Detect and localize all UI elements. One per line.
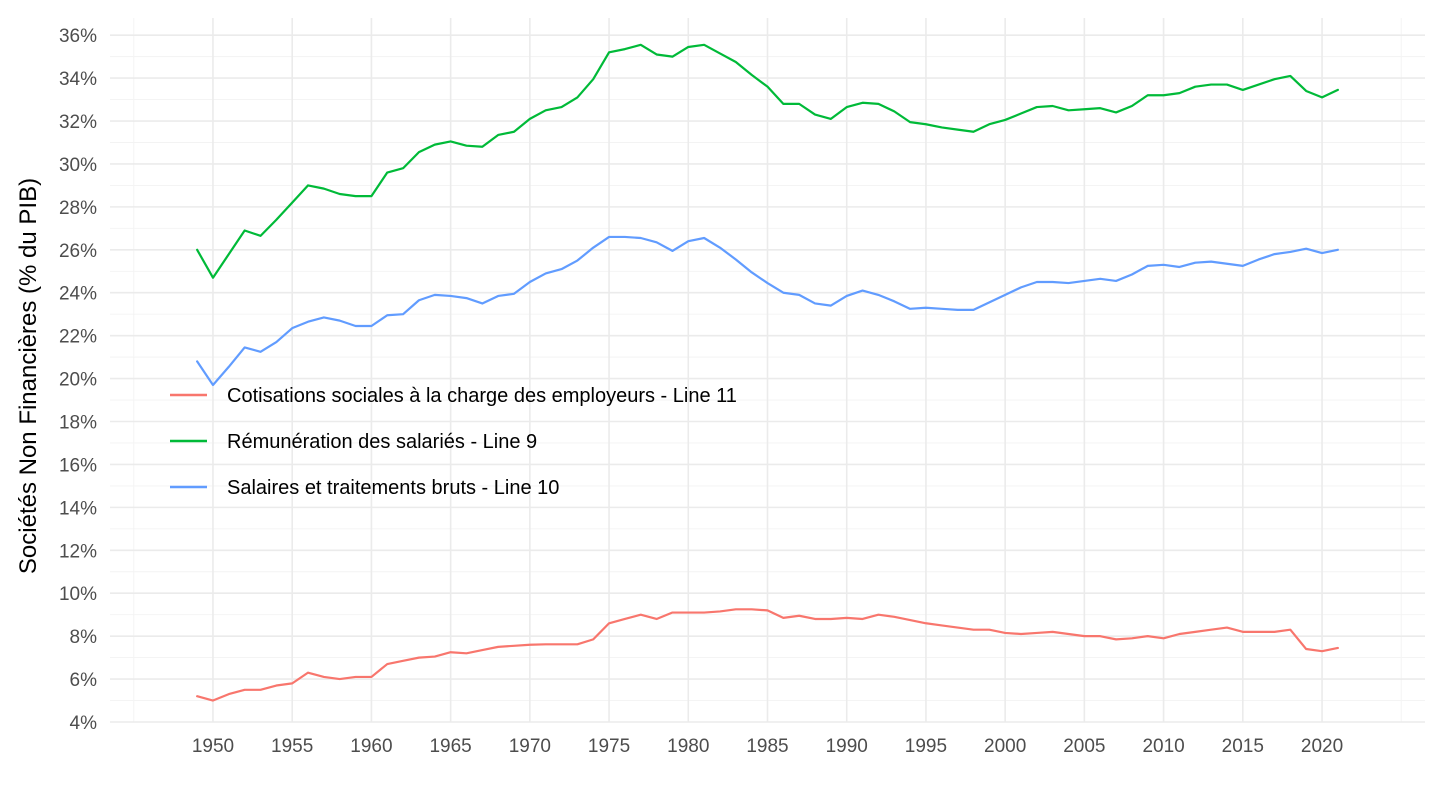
legend-label-3: Salaires et traitements bruts - Line 10 [227, 477, 559, 499]
y-tick-label: 6% [70, 670, 98, 691]
x-tick-label: 2005 [1063, 736, 1105, 757]
x-axis-tick-labels: 1950 1955 1960 1965 1970 1975 1980 1985 1990 1995… [192, 736, 1343, 757]
legend-label-1: Cotisations sociales à la charge des emp… [227, 385, 737, 407]
x-tick-label: 2020 [1301, 736, 1343, 757]
y-tick-label: 32% [59, 112, 97, 133]
series-line-3 [196, 235, 1339, 387]
y-tick-label: 18% [59, 413, 97, 434]
x-tick-label: 1965 [429, 736, 471, 757]
y-tick-label: 16% [59, 455, 97, 476]
x-tick-label: 1970 [509, 736, 551, 757]
y-tick-label: 14% [59, 498, 97, 519]
y-tick-label: 36% [59, 26, 97, 47]
series-line-2 [196, 43, 1339, 279]
y-tick-label: 10% [59, 584, 97, 605]
x-tick-label: 1950 [192, 736, 234, 757]
y-tick-label: 20% [59, 370, 97, 391]
major-gridlines [110, 18, 1425, 723]
x-tick-label: 1960 [350, 736, 392, 757]
y-axis-tick-labels: 4% 6% 8% 10% 12% 14% 16% 18% 20% 22% 24% 26% 28% 30% 3… [59, 26, 97, 734]
x-tick-label: 1995 [905, 736, 947, 757]
x-tick-label: 1955 [271, 736, 313, 757]
x-tick-label: 2000 [984, 736, 1026, 757]
y-tick-label: 24% [59, 284, 97, 305]
y-axis-title: Sociétés Non Financières (% du PIB) [15, 178, 42, 574]
y-tick-label: 12% [59, 541, 97, 562]
x-tick-label: 1990 [826, 736, 868, 757]
y-tick-label: 4% [70, 713, 98, 734]
series-line-1 [196, 608, 1339, 702]
legend-label-2: Rémunération des salariés - Line 9 [227, 431, 537, 453]
y-tick-label: 22% [59, 327, 97, 348]
y-tick-label: 26% [59, 241, 97, 262]
y-tick-label: 30% [59, 155, 97, 176]
series-lines [196, 43, 1339, 702]
y-tick-label: 34% [59, 69, 97, 90]
x-tick-label: 1980 [667, 736, 709, 757]
legend: Cotisations sociales à la charge des emp… [170, 385, 737, 499]
x-tick-label: 1985 [746, 736, 788, 757]
x-tick-label: 1975 [588, 736, 630, 757]
y-tick-label: 28% [59, 198, 97, 219]
x-tick-label: 2010 [1142, 736, 1184, 757]
x-tick-label: 2015 [1222, 736, 1264, 757]
y-tick-label: 8% [70, 627, 98, 648]
